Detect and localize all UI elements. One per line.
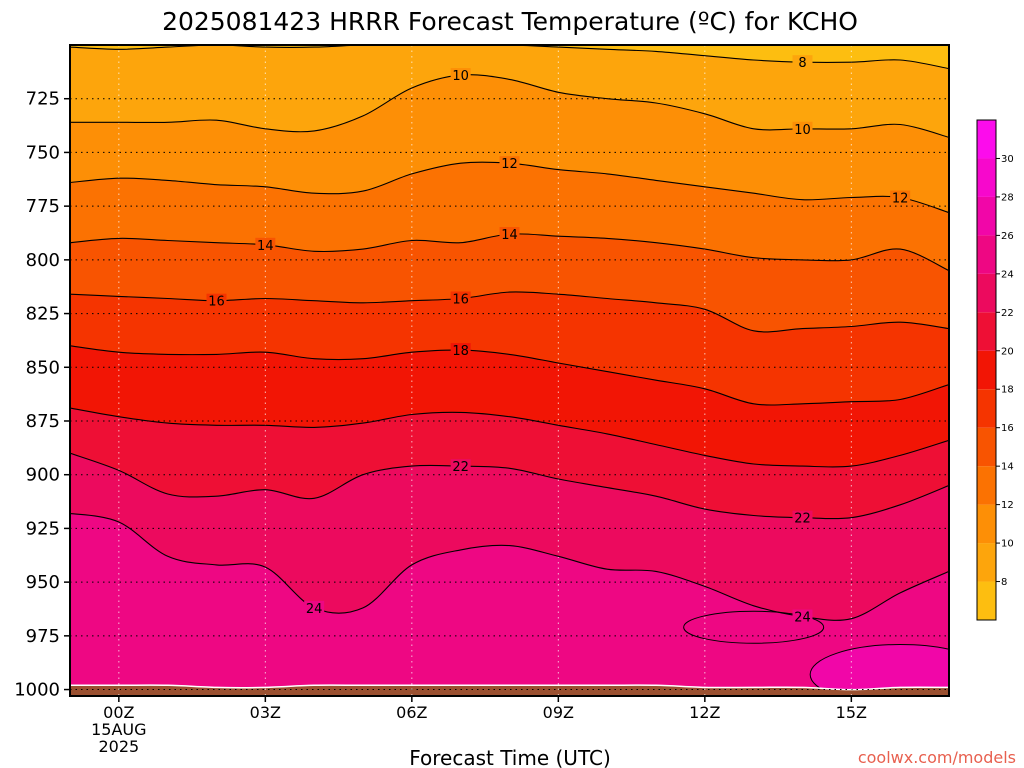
contour-label: 24 xyxy=(794,611,811,626)
y-tick-label: 950 xyxy=(26,572,60,593)
contour-label-bg xyxy=(450,343,471,358)
colorbar-segment-16 xyxy=(977,389,996,428)
contour-label-bg xyxy=(255,237,276,252)
y-tick-label: 775 xyxy=(26,196,60,217)
colorbar-tick-label: 10 xyxy=(1001,539,1014,550)
y-axis: 725 750 775 800 825 850 875 900 925 950 975 1000 xyxy=(14,89,70,701)
ground-surface xyxy=(70,684,949,696)
y-tick-label: 800 xyxy=(26,250,60,271)
colorbar-tick-label: 24 xyxy=(1001,269,1014,280)
contour-label-bg xyxy=(450,459,471,474)
contour-label: 14 xyxy=(257,239,274,254)
x-tick-label: 15Z xyxy=(836,703,867,722)
contour-label: 12 xyxy=(501,157,518,172)
credit-text: coolwx.com/models xyxy=(858,748,1016,767)
colorbar-frame xyxy=(976,119,997,621)
isotherm-18 xyxy=(70,345,949,406)
y-tick-label: 900 xyxy=(26,465,60,486)
colorbar-segment-18 xyxy=(977,350,996,390)
contour-labels: 10 10 8 12 12 14 14 16 16 18 22 22 24 24 xyxy=(206,55,911,626)
colorbar-tick-label: 12 xyxy=(1001,500,1014,511)
warm-pocket-26 xyxy=(809,644,949,696)
y-tick-label: 825 xyxy=(26,304,60,325)
colorbar-segment-10 xyxy=(977,504,996,544)
contour-label: 22 xyxy=(794,512,811,527)
colorbar-segment-22 xyxy=(977,273,996,313)
x-tick-label: 12Z xyxy=(689,703,720,722)
x-tick-label: 00Z xyxy=(103,703,134,722)
contour-label: 14 xyxy=(501,228,518,243)
colorbar-tick-label: 26 xyxy=(1001,231,1014,242)
colorbar-tick-label: 28 xyxy=(1001,192,1014,203)
y-tick-label: 975 xyxy=(26,626,60,647)
y-tick-label: 850 xyxy=(26,357,60,378)
colorbar-tick-label: 8 xyxy=(1001,577,1007,588)
y-tick-label: 925 xyxy=(26,518,60,539)
x-axis-label: Forecast Time (UTC) xyxy=(409,746,611,768)
x-tick-label: 09Z xyxy=(543,703,574,722)
x-tick-label: 15AUG xyxy=(91,720,146,739)
colorbar-segment-30 xyxy=(977,120,996,159)
colorbar-tick-label: 22 xyxy=(1001,308,1014,319)
contour-label: 24 xyxy=(306,602,323,617)
contour-label-bg xyxy=(792,609,813,624)
colorbar: 8 10 12 14 16 18 20 22 24 26 28 30 xyxy=(976,119,1014,621)
contour-label-bg xyxy=(499,156,520,171)
contour-label-bg xyxy=(206,293,227,308)
contour-label: 12 xyxy=(892,192,909,207)
x-tick-label: 2025 xyxy=(98,737,139,756)
colorbar-segment-14 xyxy=(977,427,996,467)
contour-label-bg xyxy=(890,190,911,205)
contour-label-bg xyxy=(792,121,813,136)
colorbar-segment-24 xyxy=(977,235,996,274)
colorbar-tick-label: 30 xyxy=(1001,154,1014,165)
contour-label: 10 xyxy=(452,69,469,84)
contour-label-bg xyxy=(450,291,471,306)
colorbar-segment-26 xyxy=(977,196,996,236)
contour-label: 18 xyxy=(452,344,469,359)
colorbar-tick-label: 14 xyxy=(1001,462,1014,473)
colorbar-segment-12 xyxy=(977,466,996,505)
plot-area xyxy=(70,45,949,696)
contour-label-bg xyxy=(499,227,520,242)
contour-label-bg xyxy=(304,600,325,615)
y-tick-label: 875 xyxy=(26,411,60,432)
colorbar-segment-20 xyxy=(977,312,996,351)
colorbar-segment-28 xyxy=(977,158,996,197)
x-tick-label: 06Z xyxy=(396,703,427,722)
contour-label: 16 xyxy=(208,295,225,310)
contour-label: 16 xyxy=(452,293,469,308)
isotherm-20 xyxy=(70,407,949,468)
contour-label-bg xyxy=(792,55,813,70)
contour-label-bg xyxy=(450,68,471,83)
contour-label: 22 xyxy=(452,460,469,475)
colorbar-tick-label: 18 xyxy=(1001,385,1014,396)
y-tick-label: 750 xyxy=(26,142,60,163)
contour-label: 8 xyxy=(798,56,806,71)
colorbar-segment-8 xyxy=(977,543,996,582)
y-tick-label: 1000 xyxy=(14,680,60,701)
colorbar-tick-label: 20 xyxy=(1001,346,1014,357)
y-tick-label: 725 xyxy=(26,89,60,110)
plot-frame xyxy=(69,44,950,697)
contour-label-bg xyxy=(792,510,813,525)
chart-title: 2025081423 HRRR Forecast Temperature (ºC… xyxy=(162,7,858,36)
x-tick-label: 03Z xyxy=(250,703,281,722)
colorbar-tick-label: 16 xyxy=(1001,423,1014,434)
warm-pocket-24 xyxy=(683,610,825,644)
colorbar-segment-6 xyxy=(977,581,996,620)
contour-label: 10 xyxy=(794,123,811,138)
